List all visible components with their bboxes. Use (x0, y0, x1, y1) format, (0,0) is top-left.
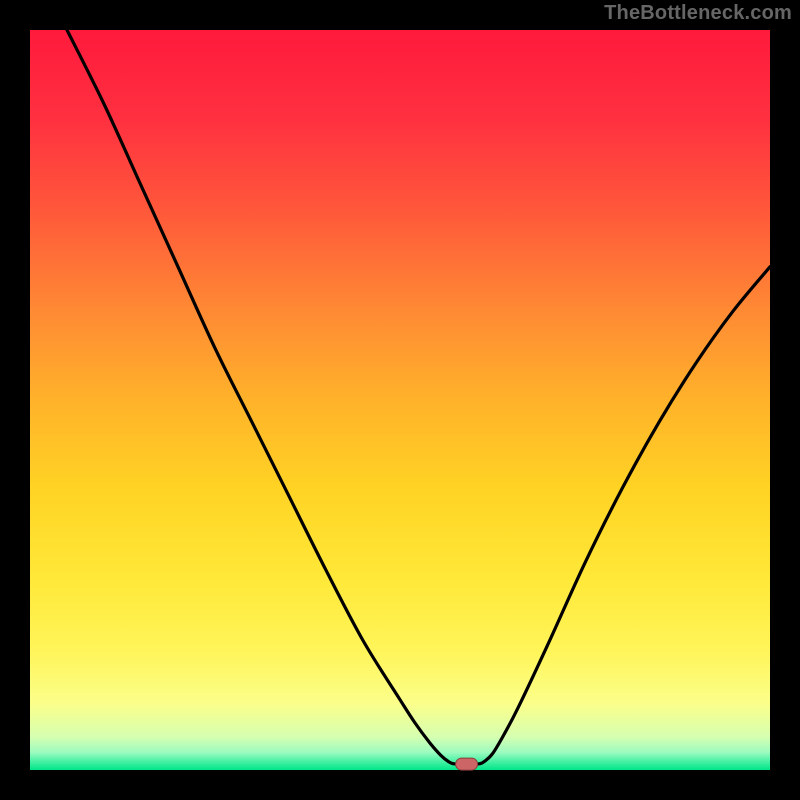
bottleneck-chart (0, 0, 800, 800)
watermark-text: TheBottleneck.com (604, 2, 792, 25)
heat-gradient (30, 30, 770, 770)
chart-stage: TheBottleneck.com (0, 0, 800, 800)
optimum-marker (456, 758, 478, 770)
